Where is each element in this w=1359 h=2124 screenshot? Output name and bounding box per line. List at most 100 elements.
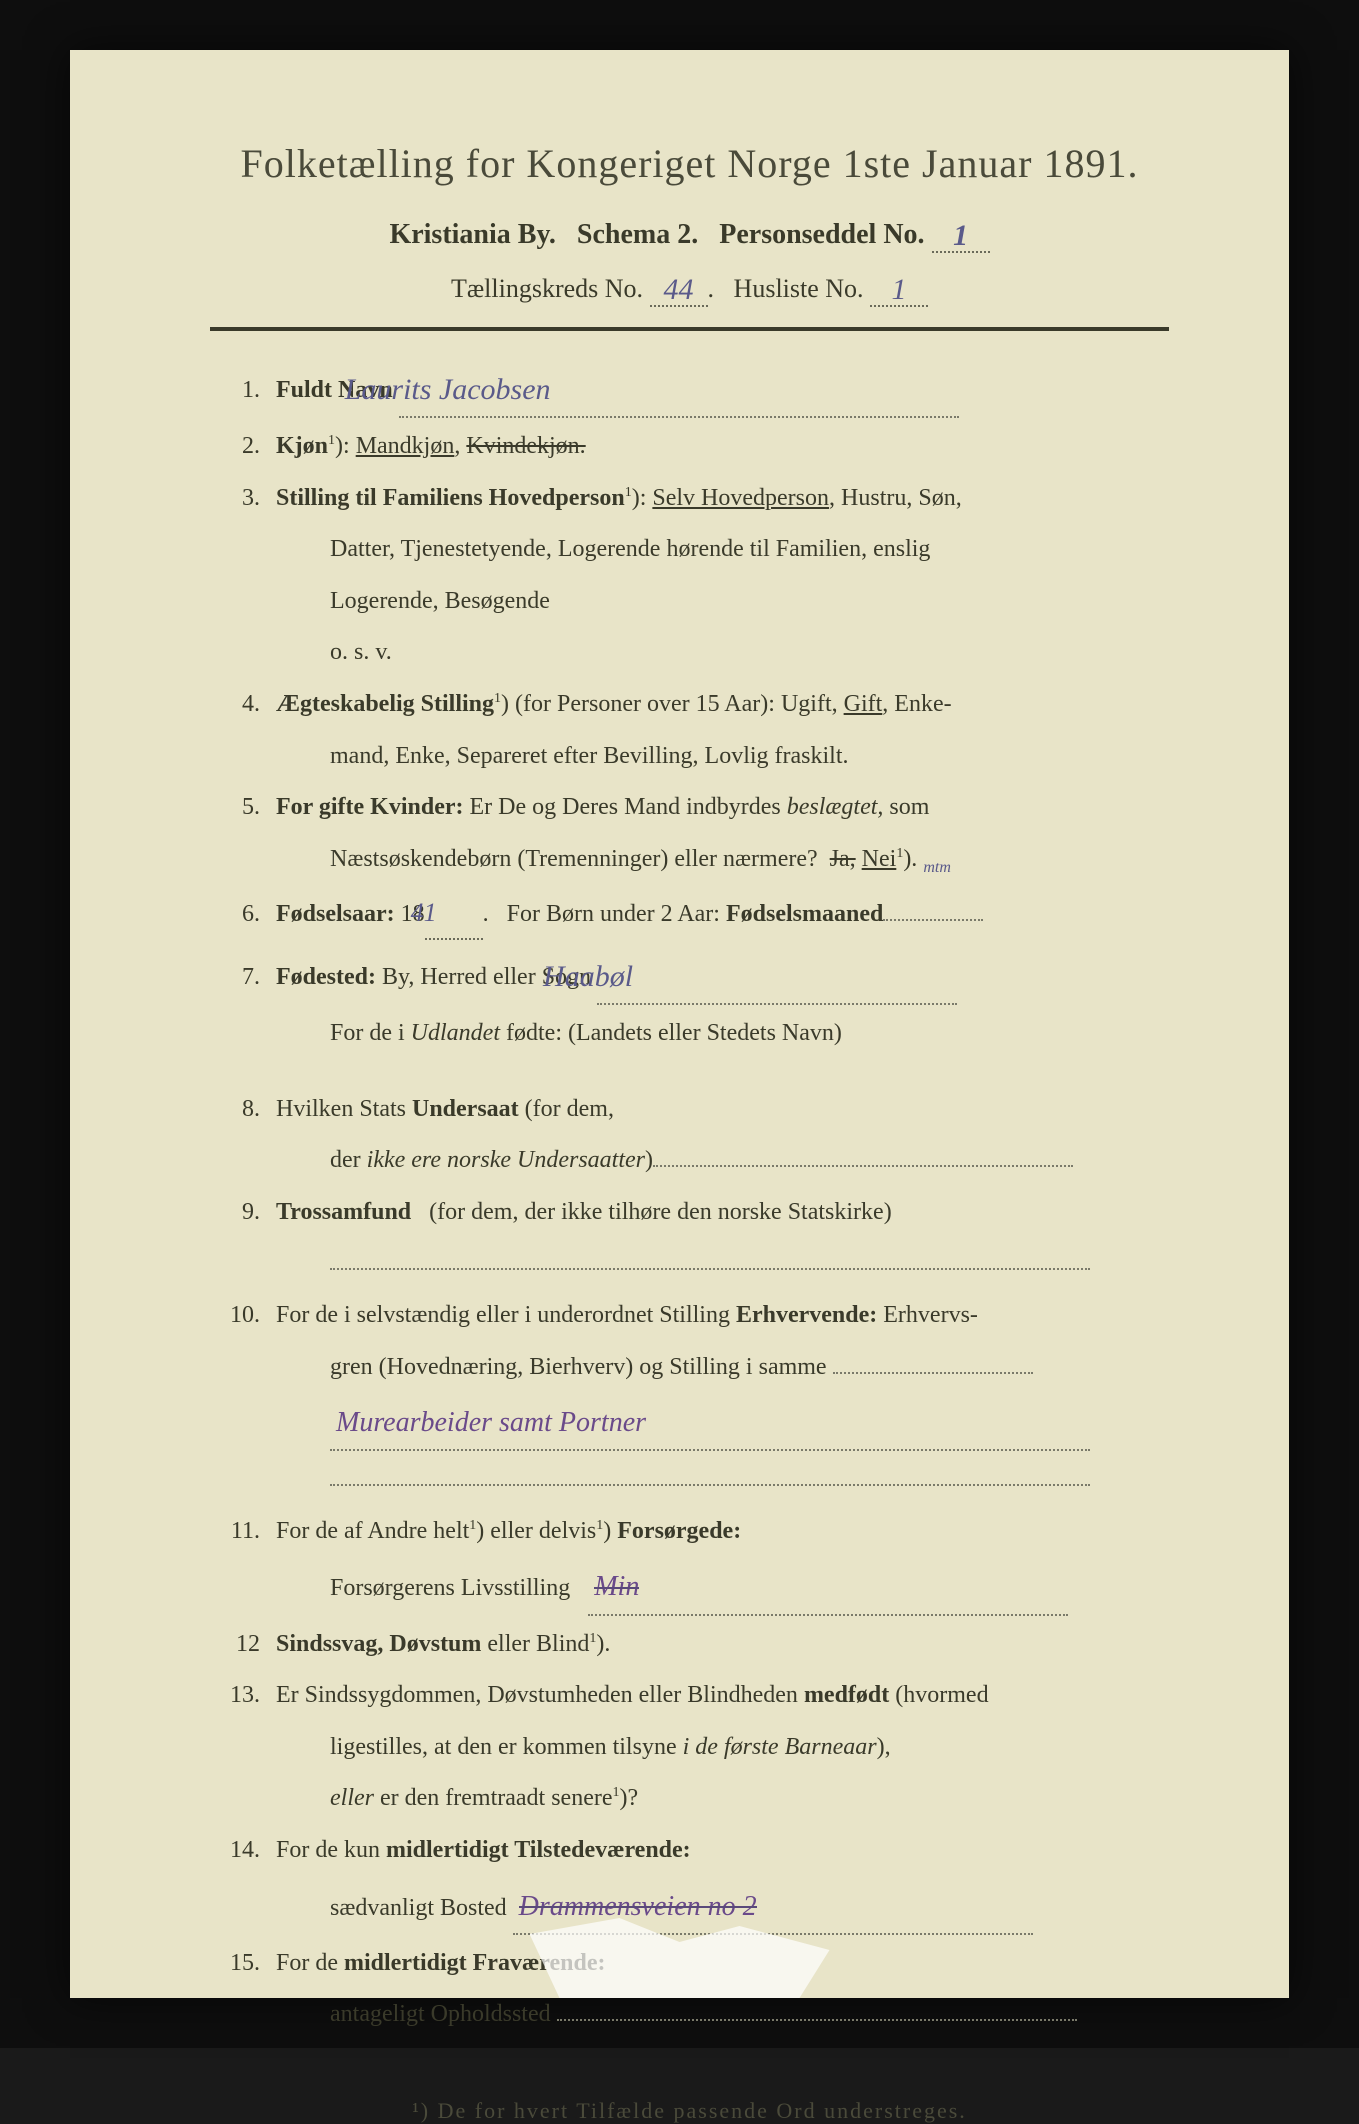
q14: 14. For de kun midlertidigt Tilstedevære… xyxy=(210,1828,1169,1874)
q5-text2: som xyxy=(889,794,929,820)
q3-line2: Datter, Tjenestetyende, Logerende hørend… xyxy=(210,527,1169,573)
footnote-marker: ¹) xyxy=(412,2098,430,2123)
q5: 5. For gifte Kvinder: Er De og Deres Man… xyxy=(210,785,1169,831)
q8-field xyxy=(653,1165,1073,1167)
q8-label: Undersaat xyxy=(412,1096,519,1122)
q14-text: For de kun xyxy=(276,1837,380,1863)
footnote-text: De for hvert Tilfælde passende Ord under… xyxy=(438,2098,967,2123)
kreds-label: Tællingskreds No. xyxy=(451,274,643,303)
q10-field1 xyxy=(833,1372,1033,1374)
q13-text2: (hvormed xyxy=(895,1682,988,1708)
q5-annot: mtm xyxy=(923,859,951,876)
q6: 6. Fødselsaar: 1841. For Børn under 2 Aa… xyxy=(210,888,1169,940)
q8: 8. Hvilken Stats Undersaat (for dem, xyxy=(210,1087,1169,1133)
q12: 12 Sindssvag, Døvstum eller Blind1). xyxy=(210,1622,1169,1668)
q6-label: Fødselsaar: xyxy=(276,901,395,927)
q13-line2-em: i de første Barneaar xyxy=(683,1734,877,1760)
q11-line2: Forsørgerens Livsstilling Min xyxy=(210,1560,1169,1615)
q7: 7. Fødested: By, Herred eller Sogn Haabø… xyxy=(210,946,1169,1005)
q4-label: Ægteskabelig Stilling xyxy=(276,691,494,717)
q10-value: Murearbeider samt Portner xyxy=(336,1407,646,1438)
q3-label: Stilling til Familiens Hovedperson xyxy=(276,485,625,511)
q15-field xyxy=(557,2019,1077,2021)
q14-value: Drammensveien no 2 xyxy=(519,1880,757,1933)
q8-line2-text: der xyxy=(330,1147,361,1173)
q7-num: 7. xyxy=(210,955,260,1001)
form-subtitle2: Tællingskreds No. 44. Husliste No. 1 xyxy=(210,271,1169,307)
q3-selected: Selv Hovedperson xyxy=(652,485,829,511)
q7-label: Fødested: xyxy=(276,964,376,990)
q13-line3-em: eller xyxy=(330,1785,374,1811)
q10-text2: Erhvervs- xyxy=(883,1302,978,1328)
q13-text1: Er Sindssygdommen, Døvstumheden eller Bl… xyxy=(276,1682,798,1708)
q14-line2-text: sædvanligt Bosted xyxy=(330,1895,507,1921)
q5-line2: Næstsøskendebørn (Tremenninger) eller næ… xyxy=(210,837,1169,883)
form-subtitle: Kristiania By. Schema 2. Personseddel No… xyxy=(210,217,1169,253)
q8-text2: (for dem, xyxy=(525,1096,614,1122)
q11-line2-text: Forsørgerens Livsstilling xyxy=(330,1575,570,1601)
q4-line2: mand, Enke, Separeret efter Bevilling, L… xyxy=(210,734,1169,780)
q7-line2b: fødte: (Landets eller Stedets Navn) xyxy=(506,1020,842,1046)
q7-line2-em: Udlandet xyxy=(411,1020,500,1046)
city-label: Kristiania By. xyxy=(389,219,555,250)
q15-text: For de xyxy=(276,1950,338,1976)
form-title: Folketælling for Kongeriget Norge 1ste J… xyxy=(210,140,1169,187)
q4: 4. Ægteskabelig Stilling1) (for Personer… xyxy=(210,682,1169,728)
q4-num: 4. xyxy=(210,682,260,728)
q2-mandkjon: Mandkjøn xyxy=(356,433,455,459)
q13-label: medfødt xyxy=(804,1682,889,1708)
q10-line3: Murearbeider samt Portner xyxy=(210,1396,1169,1451)
q6-label2: For Børn under 2 Aar: xyxy=(507,901,720,927)
personseddel-label: Personseddel No. xyxy=(719,219,924,250)
q13-num: 13. xyxy=(210,1673,260,1719)
schema-label: Schema 2. xyxy=(577,219,698,250)
q11-value: Min xyxy=(594,1560,639,1613)
q1-field: Laurits Jacobsen xyxy=(399,359,959,418)
kreds-no: 44 xyxy=(650,271,708,307)
q2-label: Kjøn xyxy=(276,433,328,459)
q10-text1: For de i selvstændig eller i underordnet… xyxy=(276,1302,730,1328)
personseddel-no: 1 xyxy=(932,217,990,253)
q13-line3-text: er den fremtraadt senere xyxy=(380,1785,613,1811)
q6-value: 41 xyxy=(411,898,437,927)
q10-field3 xyxy=(330,1484,1090,1486)
q12-text: eller Blind xyxy=(487,1631,589,1657)
q11-label: Forsørgede: xyxy=(617,1518,741,1544)
q10-num: 10. xyxy=(210,1293,260,1339)
q5-em: beslægtet, xyxy=(787,794,884,820)
q15-line2-text: antageligt Opholdssted xyxy=(330,2001,551,2027)
q11: 11. For de af Andre helt1) eller delvis1… xyxy=(210,1509,1169,1555)
q10-field2: Murearbeider samt Portner xyxy=(330,1396,1090,1451)
q5-ja: Ja, xyxy=(830,846,856,872)
q2: 2. Kjøn1): Mandkjøn, Kvindekjøn. xyxy=(210,424,1169,470)
q6-label3: Fødselsmaaned xyxy=(726,901,883,927)
q13: 13. Er Sindssygdommen, Døvstumheden elle… xyxy=(210,1673,1169,1719)
q3-line3: Logerende, Besøgende xyxy=(210,579,1169,625)
q3: 3. Stilling til Familiens Hovedperson1):… xyxy=(210,476,1169,522)
q4-paren: (for Personer over 15 Aar): xyxy=(515,691,775,717)
husliste-no: 1 xyxy=(870,271,928,307)
q7-value: Haabøl xyxy=(543,960,633,993)
q6-field: 41 xyxy=(425,888,483,940)
q13-line2: ligestilles, at den er kommen tilsyne i … xyxy=(210,1725,1169,1771)
q10-label: Erhvervende: xyxy=(736,1302,877,1328)
q2-num: 2. xyxy=(210,424,260,470)
q9: 9. Trossamfund (for dem, der ikke tilhør… xyxy=(210,1190,1169,1236)
q11-field: Min xyxy=(588,1560,1068,1615)
q4-selected: Gift xyxy=(844,691,883,717)
q1-num: 1. xyxy=(210,368,260,414)
husliste-label: Husliste No. xyxy=(734,274,864,303)
q15-line2: antageligt Opholdssted xyxy=(210,1992,1169,2038)
q11-num: 11. xyxy=(210,1509,260,1555)
q7-line2a: For de i xyxy=(330,1020,405,1046)
q14-line2: sædvanligt Bosted Drammensveien no 2 xyxy=(210,1880,1169,1935)
q13-line3: eller er den fremtraadt senere1)? xyxy=(210,1776,1169,1822)
q12-num: 12 xyxy=(210,1622,260,1668)
q13-line2b: ), xyxy=(877,1734,891,1760)
q8-line2: der ikke ere norske Undersaatter) xyxy=(210,1138,1169,1184)
q9-text: (for dem, der ikke tilhøre den norske St… xyxy=(429,1199,892,1225)
q9-num: 9. xyxy=(210,1190,260,1236)
q7-field: Haabøl xyxy=(597,946,957,1005)
q5-num: 5. xyxy=(210,785,260,831)
census-form-paper: Folketælling for Kongeriget Norge 1ste J… xyxy=(70,50,1289,1998)
